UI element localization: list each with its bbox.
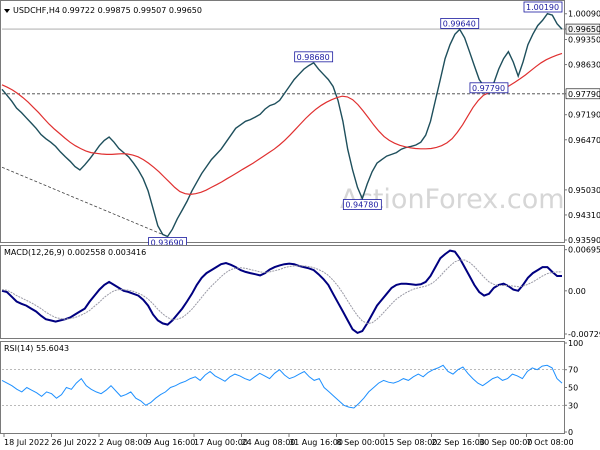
macd-header: MACD(12,26,9) 0.002558 0.003416 xyxy=(4,248,146,257)
price-annotation-box xyxy=(440,18,480,29)
price-annotation-box xyxy=(294,51,334,63)
price-annotation-box xyxy=(523,1,563,13)
time-tick-label: 8 Sep 00:00 xyxy=(337,438,385,447)
price-tag-box xyxy=(565,88,600,100)
time-tick-label: 18 Jul 2022 xyxy=(4,438,49,447)
price-annotation-label: 0.98680 xyxy=(297,53,330,62)
time-tick-label: 9 Aug 16:00 xyxy=(147,438,196,447)
price-tick-label: 1.00090 xyxy=(568,10,600,19)
rsi-axis-group: 100 70 50 30 0 xyxy=(564,339,583,437)
collapse-triangle-icon[interactable] xyxy=(4,9,10,13)
macd-tick-label: -0.007294 xyxy=(568,330,600,339)
time-tick-label: 17 Aug 00:00 xyxy=(194,438,248,447)
price-tick-label: 0.99650 xyxy=(568,25,600,34)
price-panel-frame xyxy=(0,0,565,243)
rsi-tick-label: 0 xyxy=(568,428,573,437)
price-hline-group xyxy=(2,28,564,95)
price-annotation-label: 0.97790 xyxy=(472,84,505,93)
price-tick-label: 0.94310 xyxy=(568,211,600,220)
rsi-tick-label: 50 xyxy=(568,384,578,393)
time-tick-label: 30 Sep 00:00 xyxy=(479,438,532,447)
moving-average-line xyxy=(1,52,563,196)
ohlc-values: 0.99722 0.99875 0.99507 0.99650 xyxy=(62,6,202,15)
price-tick-label: 0.98630 xyxy=(568,61,600,70)
macd-tick-label: 0.006954 xyxy=(568,246,600,255)
price-annotation-box xyxy=(469,82,509,94)
price-tick-label: 0.97790 xyxy=(568,90,600,99)
time-tick-label: 22 Sep 16:00 xyxy=(432,438,485,447)
price-tick-label: 0.97190 xyxy=(568,111,600,120)
price-tick-label: 0.93590 xyxy=(568,236,600,245)
price-annotation-box xyxy=(342,199,382,210)
time-tick-label: 26 Jul 2022 xyxy=(52,438,97,447)
rsi-level-group xyxy=(2,369,564,406)
rsi-tick-label: 30 xyxy=(568,401,578,410)
macd-series-group xyxy=(1,249,562,335)
rsi-series-group xyxy=(1,364,563,409)
time-tick-label: 2 Aug 08:00 xyxy=(99,438,148,447)
price-header: USDCHF,H4 0.99722 0.99875 0.99507 0.9965… xyxy=(4,6,202,15)
price-annotation-group: 0.98680 0.93690 0.94780 0.99640 0.97790 1.001… xyxy=(148,1,563,248)
price-annotation-label: 0.94780 xyxy=(345,201,378,210)
price-tick-label: 0.99350 xyxy=(568,36,600,45)
macd-panel-frame xyxy=(0,245,565,339)
price-tag-box xyxy=(565,23,600,35)
macd-line xyxy=(1,249,562,335)
price-tick-label: 0.95030 xyxy=(568,186,600,195)
rsi-tick-label: 100 xyxy=(568,339,583,348)
time-tick-label: 31 Aug 16:00 xyxy=(289,438,343,447)
macd-axis-group: 0.006954 0.00 -0.007294 xyxy=(564,246,600,339)
price-annotation-label: 1.00190 xyxy=(526,3,559,12)
rsi-header: RSI(14) 55.6043 xyxy=(4,344,69,353)
rsi-panel-frame xyxy=(0,341,565,434)
macd-signal-line xyxy=(1,259,562,324)
symbol-header: USDCHF,H4 xyxy=(13,6,60,15)
price-axis-group: 1.00090 0.99650 0.99350 0.98630 0.97790 0.971… xyxy=(564,10,600,245)
price-annotation-label: 0.99640 xyxy=(443,19,476,28)
rsi-tick-label: 70 xyxy=(568,366,578,375)
time-axis-group: 18 Jul 2022 26 Jul 2022 2 Aug 08:009 Aug 1… xyxy=(3,434,574,447)
price-annotation-label: 0.93690 xyxy=(151,239,184,248)
price-series-group xyxy=(1,12,563,238)
macd-tick-label: 0.00 xyxy=(568,287,586,296)
rsi-line xyxy=(1,364,563,409)
time-tick-label: 7 Oct 08:00 xyxy=(527,438,574,447)
price-line xyxy=(1,12,563,238)
time-tick-label: 15 Sep 08:00 xyxy=(384,438,437,447)
price-tick-label: 0.96470 xyxy=(568,136,600,145)
time-tick-label: 24 Aug 08:00 xyxy=(242,438,296,447)
